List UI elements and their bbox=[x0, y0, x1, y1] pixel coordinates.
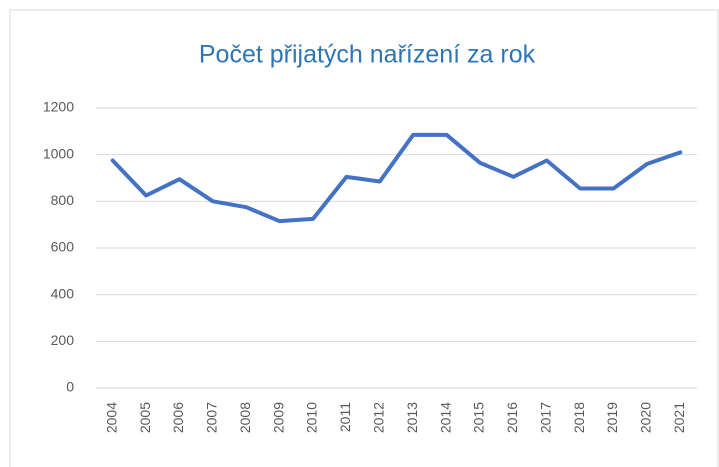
x-tick-label: 2011 bbox=[337, 402, 353, 432]
x-tick-label: 2007 bbox=[204, 402, 220, 433]
x-tick-label: 2015 bbox=[471, 402, 487, 433]
y-tick-label: 400 bbox=[51, 285, 75, 301]
x-tick-label: 2005 bbox=[137, 402, 153, 433]
data-line bbox=[110, 132, 683, 224]
x-tick-label: 2017 bbox=[537, 402, 553, 433]
x-tick-label: 2012 bbox=[371, 402, 387, 433]
x-tick-label: 2008 bbox=[237, 402, 253, 433]
chart-frame bbox=[9, 9, 719, 467]
chart-title: Počet přijatých nařízení za rok bbox=[199, 41, 536, 69]
x-tick-label: 2014 bbox=[437, 402, 453, 433]
x-tick-label: 2006 bbox=[170, 402, 186, 433]
x-tick-label: 2020 bbox=[638, 402, 654, 433]
y-tick-label: 0 bbox=[66, 379, 74, 395]
x-tick-label: 2018 bbox=[571, 402, 587, 433]
y-tick-label: 800 bbox=[51, 192, 75, 208]
y-tick-label: 1200 bbox=[43, 99, 74, 115]
x-tick-label: 2019 bbox=[604, 402, 620, 433]
x-tick-label: 2021 bbox=[671, 402, 687, 433]
x-tick-label: 2010 bbox=[304, 402, 320, 433]
x-tick-label: 2004 bbox=[103, 402, 119, 433]
y-tick-label: 600 bbox=[51, 239, 75, 255]
x-tick-label: 2013 bbox=[404, 402, 420, 433]
x-tick-label: 2009 bbox=[270, 402, 286, 433]
y-tick-label: 200 bbox=[51, 332, 75, 348]
y-tick-label: 1000 bbox=[43, 145, 74, 161]
x-tick-label: 2016 bbox=[504, 402, 520, 433]
